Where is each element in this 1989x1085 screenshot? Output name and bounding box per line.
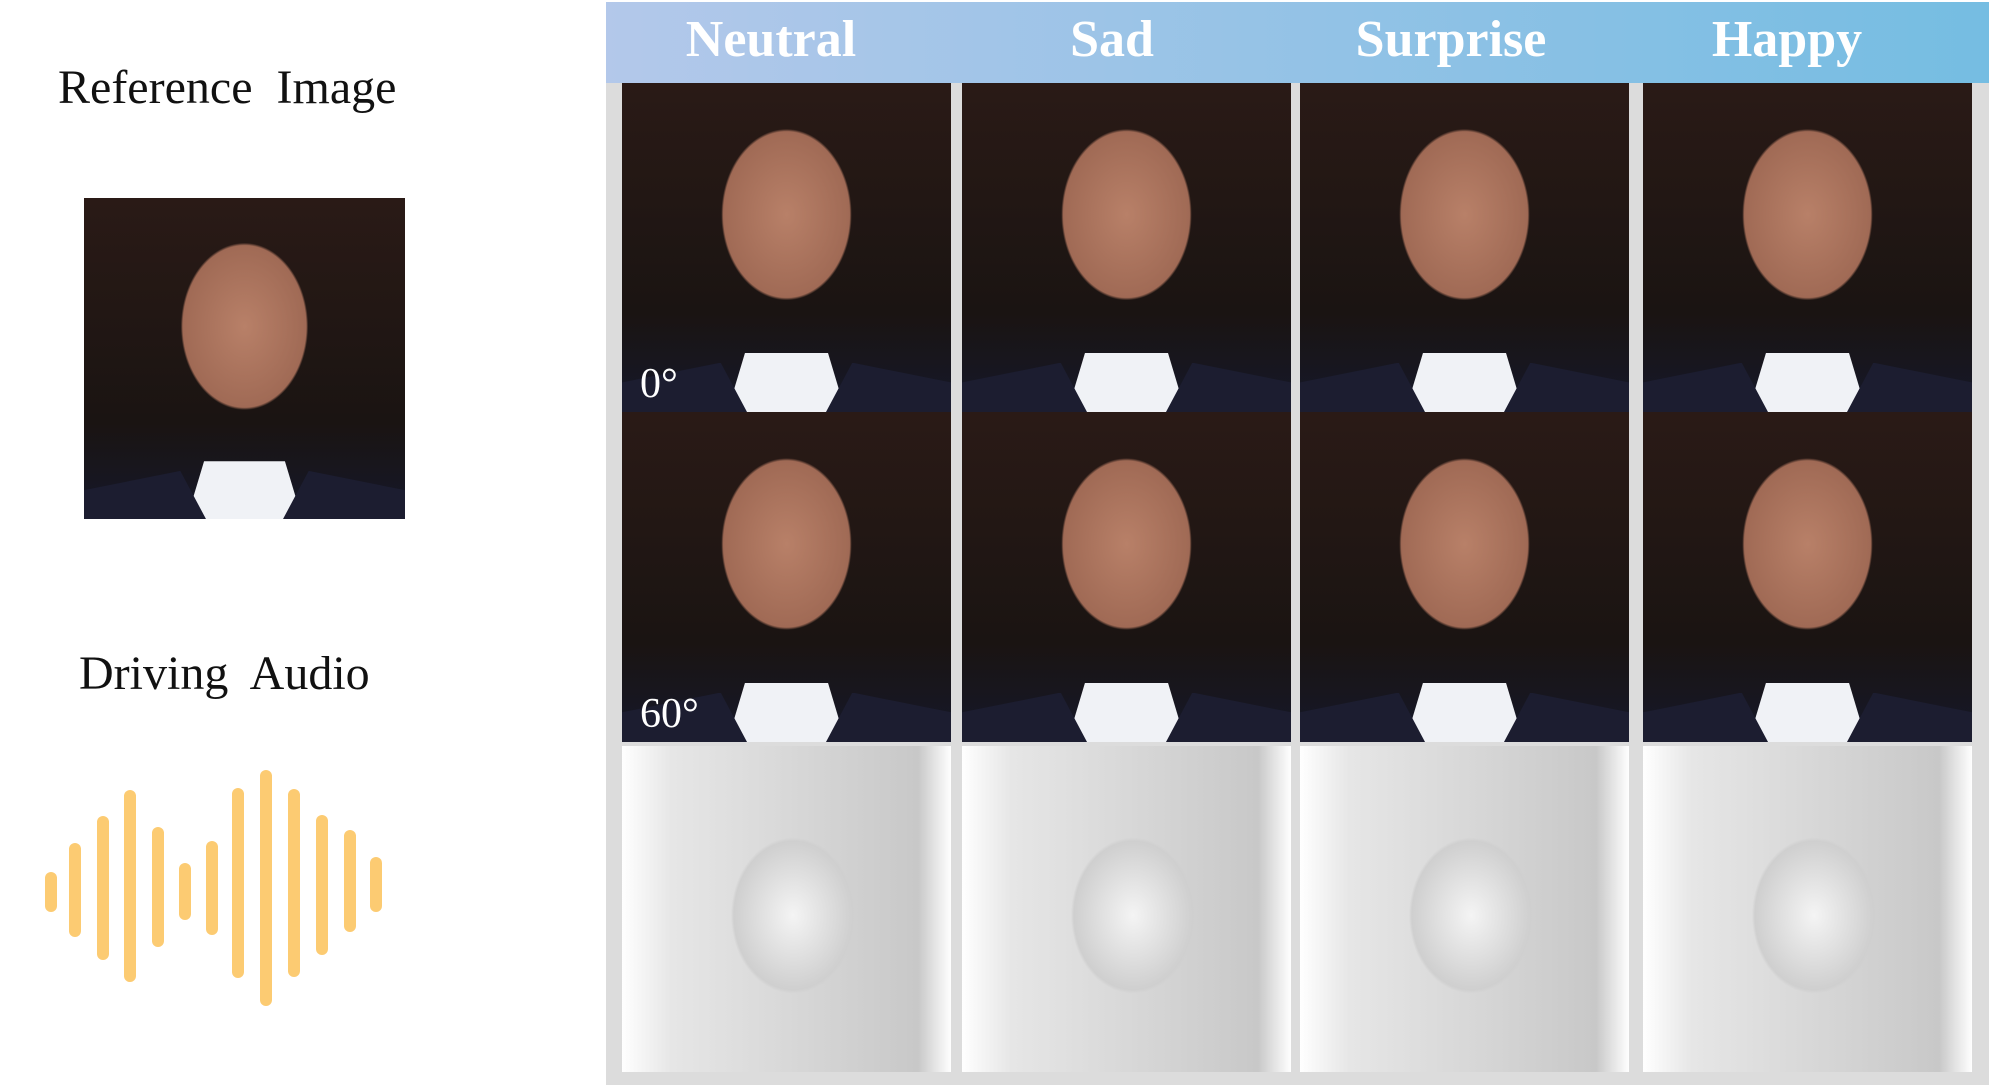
talking-head-frame-happy — [1643, 83, 1972, 412]
audio-bar — [316, 815, 328, 955]
audio-bar — [152, 827, 164, 947]
audio-bar — [260, 770, 272, 1006]
column-header-happy: Happy — [1711, 11, 1863, 68]
reference-image — [84, 198, 405, 519]
view-angle-label: 0° — [640, 361, 678, 407]
mesh-render-happy — [1643, 746, 1972, 1072]
mesh-render-sad — [962, 746, 1291, 1072]
talking-head-frame-sad — [962, 83, 1291, 412]
audio-bar — [232, 788, 244, 978]
talking-head-frame-neutral: 60° — [622, 412, 951, 742]
column-header-neutral: Neutral — [685, 11, 857, 68]
audio-bar — [288, 789, 300, 977]
audio-bar — [97, 816, 109, 960]
audio-bar — [179, 863, 191, 920]
audio-bar — [124, 790, 136, 982]
talking-head-frame-surprise — [1300, 412, 1629, 742]
reference-image-label: Reference Image — [58, 61, 397, 114]
talking-head-frame-happy — [1643, 412, 1972, 742]
audio-bar — [206, 841, 218, 935]
audio-bar — [344, 830, 356, 932]
mesh-render-surprise — [1300, 746, 1629, 1072]
emotion-header: Neutral Sad Surprise Happy — [606, 2, 1989, 83]
talking-head-frame-sad — [962, 412, 1291, 742]
column-header-sad: Sad — [1070, 11, 1154, 68]
view-angle-label: 60° — [640, 691, 699, 737]
column-header-surprise: Surprise — [1355, 11, 1547, 68]
audio-bar — [370, 857, 382, 912]
audio-bar — [69, 843, 81, 937]
mesh-render-neutral — [622, 746, 951, 1072]
audio-bar — [45, 872, 57, 912]
driving-audio-label: Driving Audio — [79, 647, 370, 700]
talking-head-frame-surprise — [1300, 83, 1629, 412]
talking-head-frame-neutral: 0° — [622, 83, 951, 412]
